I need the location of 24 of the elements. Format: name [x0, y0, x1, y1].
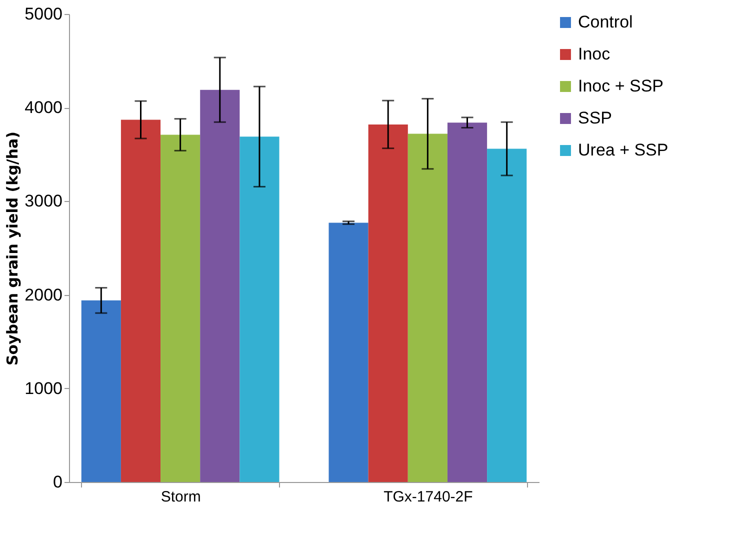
x-tick-label: Storm [160, 488, 201, 506]
y-tick-label: 5000 [24, 4, 62, 24]
legend-label: Inoc [578, 44, 611, 64]
y-axis-title: Soybean grain yield (kg/ha) [4, 131, 22, 366]
bar [408, 134, 448, 482]
bar [120, 120, 161, 482]
y-tick-label: 1000 [24, 378, 62, 398]
x-tick-label: TGx-1740-2F [384, 488, 473, 506]
bar [200, 90, 240, 482]
legend-label: Inoc + SSP [578, 76, 664, 96]
legend-label: Control [578, 12, 633, 32]
legend-label: SSP [578, 108, 612, 128]
y-tick-label: 0 [53, 472, 62, 492]
y-tick-label: 3000 [24, 192, 62, 211]
y-tick-label: 2000 [24, 285, 62, 304]
bar [328, 222, 368, 482]
bar [160, 134, 200, 482]
bar [368, 124, 408, 482]
bar [447, 122, 488, 482]
bar [240, 136, 280, 482]
bar [487, 148, 527, 482]
legend-label: Urea + SSP [578, 140, 668, 160]
y-tick-label: 4000 [24, 98, 62, 118]
bar [81, 300, 121, 482]
